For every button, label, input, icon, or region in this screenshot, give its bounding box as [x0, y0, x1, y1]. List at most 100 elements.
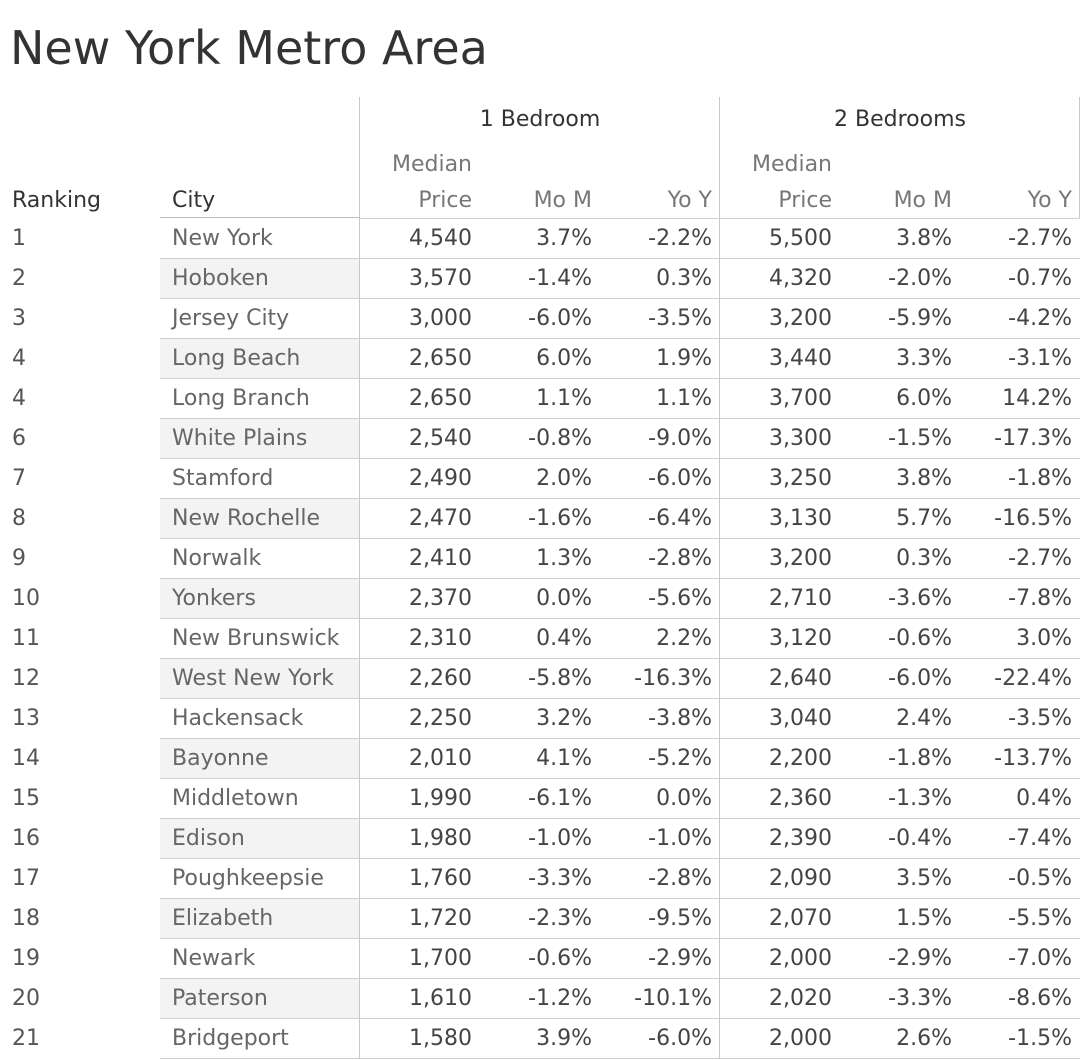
yoy-2br-cell: -0.5%	[1008, 866, 1072, 891]
mom-2br-cell: -1.3%	[888, 786, 952, 811]
rank-cell: 7	[12, 466, 26, 491]
median-price-2br-cell: 5,500	[769, 226, 832, 251]
yoy-1br-cell: -5.6%	[648, 586, 712, 611]
median-price-2br-cell: 2,000	[769, 946, 832, 971]
table-row: 8 New Rochelle 2,470 -1.6% -6.4% 3,130 5.7% -16…	[0, 499, 1084, 539]
median-price-1br-cell: 2,310	[409, 626, 472, 651]
yoy-1br-cell: 0.0%	[656, 786, 712, 811]
row-divider	[160, 1058, 1080, 1059]
median-price-1br-cell: 1,980	[409, 826, 472, 851]
yoy-1br-cell: -9.5%	[648, 906, 712, 931]
mom-2br-cell: 3.3%	[896, 346, 952, 371]
row-divider	[160, 978, 1080, 979]
city-cell: Long Beach	[160, 339, 360, 379]
row-divider	[160, 898, 1080, 899]
table-row: 12 West New York 2,260 -5.8% -16.3% 2,640 -6.0…	[0, 659, 1084, 699]
yoy-2br-cell: -17.3%	[994, 426, 1072, 451]
mom-1br-cell: 3.9%	[536, 1026, 592, 1051]
rank-cell: 3	[12, 306, 26, 331]
row-divider	[160, 578, 1080, 579]
yoy-2br-cell: -22.4%	[994, 666, 1072, 691]
yoy-1br-cell: 0.3%	[656, 266, 712, 291]
city-cell: White Plains	[160, 419, 360, 459]
median-price-1br-cell: 2,250	[409, 706, 472, 731]
yoy-2br-cell: -1.8%	[1008, 466, 1072, 491]
header-bottom-border	[360, 218, 1080, 219]
yoy-1br-cell: 1.1%	[656, 386, 712, 411]
city-cell: Stamford	[172, 466, 274, 491]
mom-2br-cell: -1.5%	[888, 426, 952, 451]
yoy-2br-cell: -3.1%	[1008, 346, 1072, 371]
city-cell: New York	[172, 226, 273, 251]
mom-1br-cell: -1.0%	[528, 826, 592, 851]
table-row: 14 Bayonne 2,010 4.1% -5.2% 2,200 -1.8% -13.7%	[0, 739, 1084, 779]
rank-cell: 1	[12, 226, 26, 251]
row-divider	[160, 738, 1080, 739]
yoy-1br-cell: -3.5%	[648, 306, 712, 331]
median-price-1br-cell: 2,370	[409, 586, 472, 611]
rank-cell: 18	[12, 906, 40, 931]
city-cell: Edison	[160, 819, 360, 859]
table-row: 13 Hackensack 2,250 3.2% -3.8% 3,040 2.4% -3.5%	[0, 699, 1084, 739]
city-cell: Long Branch	[172, 386, 310, 411]
median-price-2br-cell: 3,250	[769, 466, 832, 491]
rank-cell: 6	[12, 426, 26, 451]
column-header-city: City	[172, 188, 216, 213]
table-row: 1 New York 4,540 3.7% -2.2% 5,500 3.8% -2.7%	[0, 219, 1084, 259]
city-cell: New Rochelle	[160, 499, 360, 539]
yoy-2br-cell: 0.4%	[1016, 786, 1072, 811]
yoy-2br-cell: -5.5%	[1008, 906, 1072, 931]
row-divider	[160, 498, 1080, 499]
row-divider	[160, 818, 1080, 819]
row-divider	[160, 618, 1080, 619]
median-price-2br-cell: 4,320	[769, 266, 832, 291]
mom-2br-cell: 3.8%	[896, 226, 952, 251]
mom-1br-cell: -6.0%	[528, 306, 592, 331]
mom-2br-cell: 2.4%	[896, 706, 952, 731]
column-header-mom-1br: Mo M	[533, 188, 592, 213]
rank-cell: 17	[12, 866, 40, 891]
median-price-1br-cell: 1,760	[409, 866, 472, 891]
median-price-1br-cell: 2,260	[409, 666, 472, 691]
yoy-1br-cell: 2.2%	[656, 626, 712, 651]
row-divider	[160, 938, 1080, 939]
median-price-1br-cell: 2,470	[409, 506, 472, 531]
table-row: 10 Yonkers 2,370 0.0% -5.6% 2,710 -3.6% -7.8%	[0, 579, 1084, 619]
yoy-1br-cell: -9.0%	[648, 426, 712, 451]
rank-cell: 14	[12, 746, 40, 771]
yoy-2br-cell: -13.7%	[994, 746, 1072, 771]
yoy-2br-cell: -7.4%	[1008, 826, 1072, 851]
city-cell: Hoboken	[160, 259, 360, 299]
yoy-2br-cell: -2.7%	[1008, 546, 1072, 571]
city-cell: Jersey City	[172, 306, 290, 331]
yoy-2br-cell: -3.5%	[1008, 706, 1072, 731]
mom-2br-cell: -3.6%	[888, 586, 952, 611]
mom-1br-cell: -2.3%	[528, 906, 592, 931]
median-price-1br-cell: 1,990	[409, 786, 472, 811]
rank-cell: 19	[12, 946, 40, 971]
mom-2br-cell: -0.4%	[888, 826, 952, 851]
table-row: 21 Bridgeport 1,580 3.9% -6.0% 2,000 2.6% -1.5%	[0, 1019, 1084, 1059]
mom-2br-cell: -2.9%	[888, 946, 952, 971]
yoy-1br-cell: -2.9%	[648, 946, 712, 971]
city-cell: Paterson	[160, 979, 360, 1019]
row-divider	[160, 1018, 1080, 1019]
row-divider	[160, 378, 1080, 379]
median-price-1br-cell: 1,580	[409, 1026, 472, 1051]
column-divider-1br	[719, 219, 720, 1059]
city-cell: Bridgeport	[172, 1026, 289, 1051]
column-header-mom-2br: Mo M	[893, 188, 952, 213]
table-row: 16 Edison 1,980 -1.0% -1.0% 2,390 -0.4% -7.4%	[0, 819, 1084, 859]
row-divider	[160, 418, 1080, 419]
median-price-2br-cell: 3,440	[769, 346, 832, 371]
mom-2br-cell: -3.3%	[888, 986, 952, 1011]
median-price-2br-cell: 2,640	[769, 666, 832, 691]
city-cell: Norwalk	[172, 546, 262, 571]
yoy-2br-cell: -4.2%	[1008, 306, 1072, 331]
median-price-2br-cell: 2,710	[769, 586, 832, 611]
city-cell: West New York	[160, 659, 360, 699]
median-price-2br-cell: 2,360	[769, 786, 832, 811]
median-price-2br-cell: 3,120	[769, 626, 832, 651]
table-row: 17 Poughkeepsie 1,760 -3.3% -2.8% 2,090 3.5% -0…	[0, 859, 1084, 899]
city-cell: Poughkeepsie	[172, 866, 324, 891]
